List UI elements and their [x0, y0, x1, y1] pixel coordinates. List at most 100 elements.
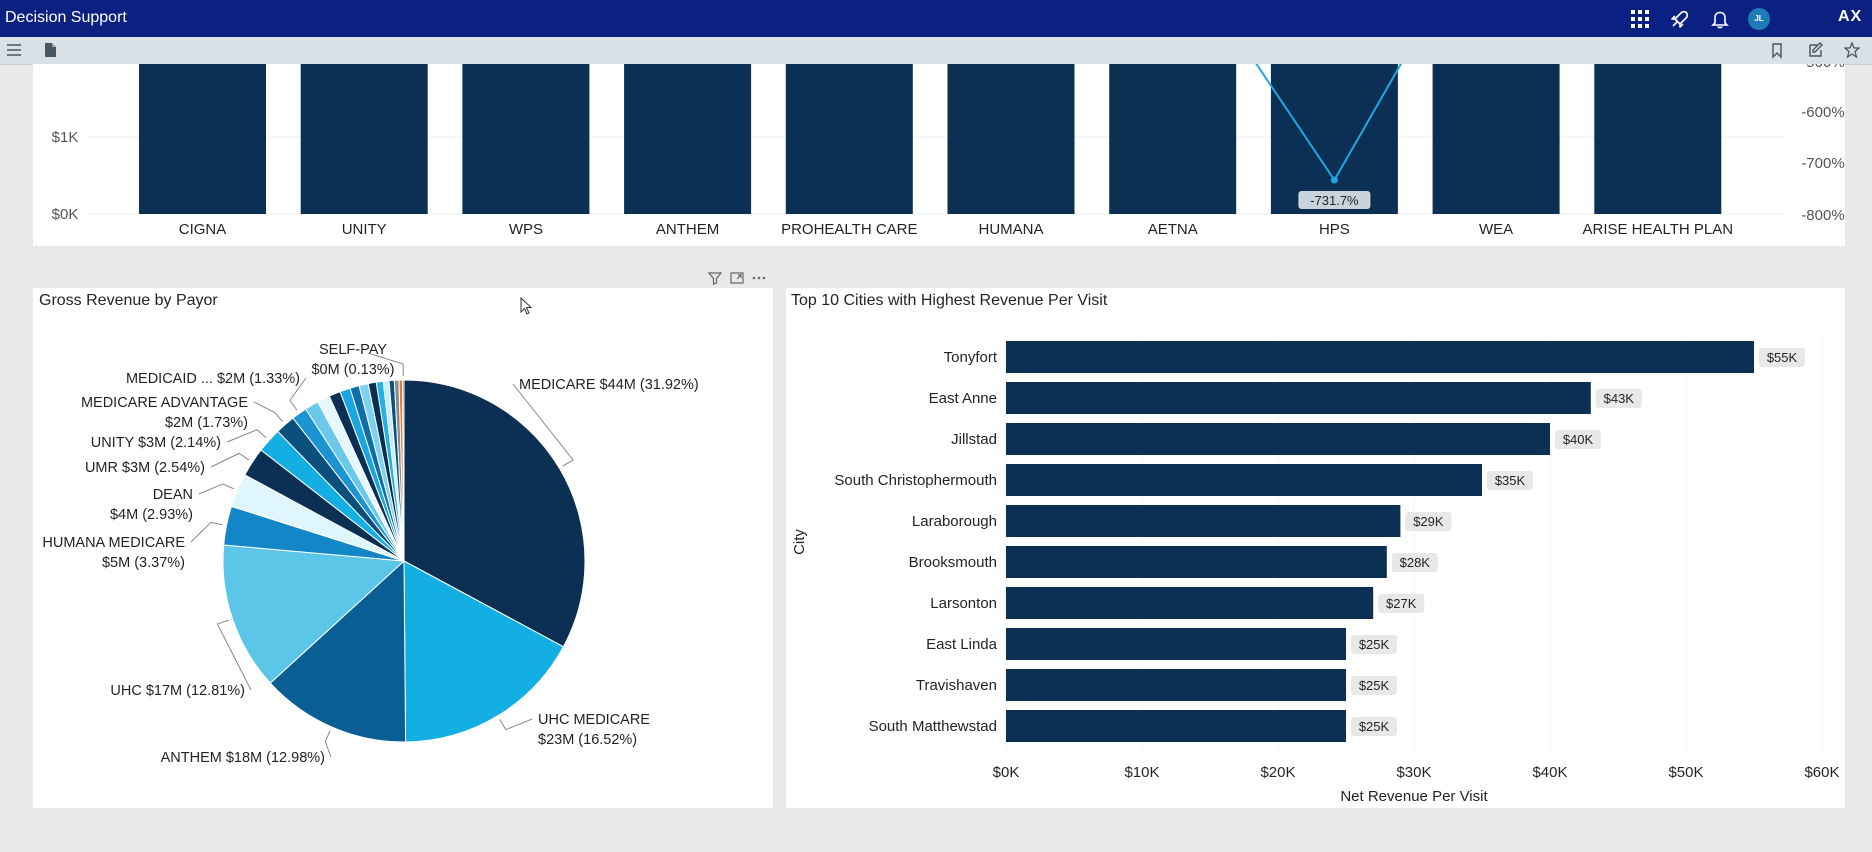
filter-icon[interactable]: [707, 270, 723, 286]
bar: [1594, 64, 1722, 214]
leader-line: [216, 619, 252, 691]
city-label: East Linda: [926, 636, 998, 653]
left-axis-tick-label: $1K: [52, 129, 79, 146]
x-axis-tick-label: $10K: [1124, 764, 1159, 781]
data-label: $43K: [1604, 391, 1635, 406]
leader-line: [253, 401, 283, 422]
bar-chart-title: Top 10 Cities with Highest Revenue Per V…: [791, 292, 1108, 309]
data-label-background: [1351, 717, 1397, 736]
app-launcher-grid-icon[interactable]: [1629, 8, 1651, 30]
data-label-background: [1487, 471, 1533, 490]
slice-label: UHC MEDICARE $23M (16.52%): [538, 712, 650, 748]
data-label-background: [1759, 348, 1805, 367]
bar: [1006, 710, 1346, 742]
data-label-background: [1351, 635, 1397, 654]
category-label: WPS: [509, 221, 543, 238]
x-axis-tick-label: $40K: [1532, 764, 1567, 781]
slice-label: DEAN $4M (2.93%): [110, 487, 193, 523]
leader-line: [324, 730, 332, 758]
bar: [1006, 587, 1374, 619]
category-label: UNITY: [342, 221, 387, 238]
city-label: South Christophermouth: [834, 472, 997, 489]
top-cities-bar-chart: Tonyfort $55K East Anne $43K Jillstad $40K Sou…: [791, 336, 1840, 805]
x-axis-tick-label: $60K: [1804, 764, 1839, 781]
category-label: PROHEALTH CARE: [781, 221, 917, 238]
slice-label: UNITY $3M (2.14%): [91, 435, 221, 451]
leader-line: [512, 383, 574, 467]
city-label: Jillstad: [951, 431, 997, 448]
x-axis-tick-label: $0K: [993, 764, 1020, 781]
data-label-background: [1298, 191, 1371, 209]
focus-mode-icon[interactable]: [729, 270, 745, 286]
favorite-star-icon[interactable]: [1843, 41, 1861, 59]
city-label: Larsonton: [930, 595, 997, 612]
bar: [1432, 64, 1560, 214]
leader-line: [198, 483, 234, 495]
slice-label: SELF-PAY $0M (0.13%): [311, 342, 394, 378]
bar: [1006, 628, 1346, 660]
data-label-background: [1351, 676, 1397, 695]
edit-icon[interactable]: [1807, 41, 1825, 59]
data-label: $25K: [1359, 678, 1390, 693]
x-axis-tick-label: $30K: [1396, 764, 1431, 781]
report-toolbar: [0, 37, 1872, 65]
data-label: $40K: [1563, 432, 1594, 447]
bar: [1109, 64, 1237, 214]
slice-label: HUMANA MEDICARE $5M (3.37%): [42, 535, 185, 571]
bar: [1006, 341, 1754, 373]
data-label-background: [1378, 594, 1425, 613]
leader-line: [190, 521, 223, 543]
pie-slice: [403, 379, 586, 648]
bar: [1006, 669, 1346, 701]
slice-label: MEDICARE ADVANTAGE $2M (1.73%): [81, 395, 248, 431]
bar: [1006, 423, 1550, 455]
bar: [785, 64, 913, 214]
city-label: East Anne: [929, 390, 997, 407]
slice-label: UHC $17M (12.81%): [110, 683, 245, 699]
data-label: $35K: [1495, 473, 1526, 488]
category-label: HPS: [1319, 221, 1350, 238]
leader-line: [210, 452, 250, 468]
user-avatar[interactable]: JL: [1748, 8, 1770, 30]
category-label: HUMANA: [978, 221, 1043, 238]
bar: [139, 64, 266, 214]
pie-slice: [222, 544, 406, 684]
notification-bell-icon[interactable]: [1709, 8, 1731, 30]
data-label: $25K: [1359, 637, 1390, 652]
city-label: Travishaven: [916, 677, 997, 694]
slice-label: MEDICARE $44M (31.92%): [519, 377, 699, 393]
data-label: $55K: [1767, 350, 1798, 365]
data-label-background: [1391, 553, 1438, 572]
category-label: ANTHEM: [656, 221, 719, 238]
app-title: Decision Support: [5, 9, 127, 26]
data-label-background: [1555, 430, 1601, 449]
data-label: $28K: [1400, 555, 1431, 570]
bookmark-icon[interactable]: [1768, 41, 1786, 59]
right-axis-tick-label: -500%: [1801, 64, 1844, 71]
hamburger-menu-icon[interactable]: [5, 41, 23, 59]
right-axis-tick-label: -700%: [1801, 155, 1844, 172]
bar: [1006, 546, 1387, 578]
city-label: Tonyfort: [944, 349, 998, 366]
data-label: $27K: [1386, 596, 1417, 611]
payor-combo-chart: -731.7% $2K$1K$0K -500%-600%-700%-800% C…: [52, 43, 1845, 238]
top-cities-bar-visual[interactable]: Top 10 Cities with Highest Revenue Per V…: [786, 288, 1845, 808]
pie-chart: MEDICARE $44M (31.92%) UHC MEDICARE $23M (…: [42, 342, 699, 766]
document-icon[interactable]: [41, 41, 59, 59]
leader-line: [289, 377, 307, 411]
slice-label: MEDICAID ... $2M (1.33%): [126, 371, 300, 387]
leader-line: [499, 718, 533, 731]
x-axis-tick-label: $50K: [1668, 764, 1703, 781]
payor-combo-chart-visual: -731.7% $2K$1K$0K -500%-600%-700%-800% C…: [33, 43, 1845, 246]
more-options-icon[interactable]: [751, 270, 767, 286]
pie-slice: [401, 379, 405, 562]
mouse-cursor-icon: [520, 297, 533, 315]
line-data-label: -731.7%: [1310, 193, 1359, 208]
x-axis-title: Net Revenue Per Visit: [1340, 788, 1488, 805]
city-label: Brooksmouth: [909, 554, 997, 571]
bar: [1006, 464, 1482, 496]
data-label: $29K: [1413, 514, 1444, 529]
city-label: Laraborough: [912, 513, 997, 530]
brand-logo: AX: [1838, 8, 1863, 25]
rocket-icon[interactable]: [1669, 8, 1691, 30]
